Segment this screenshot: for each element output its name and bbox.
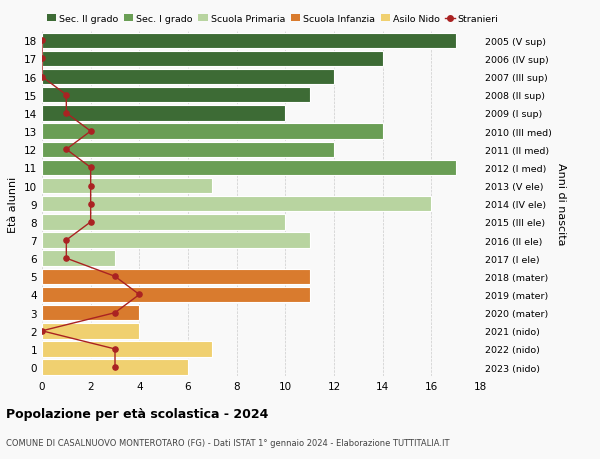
Point xyxy=(37,74,47,81)
Point xyxy=(86,164,95,172)
Point xyxy=(86,128,95,135)
Bar xyxy=(42,324,139,339)
Point xyxy=(37,327,47,335)
Bar xyxy=(42,34,455,49)
Bar xyxy=(42,51,383,67)
Bar xyxy=(42,305,139,321)
Bar xyxy=(42,106,286,121)
Bar xyxy=(42,341,212,357)
Point xyxy=(62,146,71,154)
Bar xyxy=(42,179,212,194)
Legend: Sec. II grado, Sec. I grado, Scuola Primaria, Scuola Infanzia, Asilo Nido, Stran: Sec. II grado, Sec. I grado, Scuola Prim… xyxy=(47,15,499,24)
Bar xyxy=(42,88,310,103)
Bar xyxy=(42,215,286,230)
Point xyxy=(110,364,120,371)
Point xyxy=(110,309,120,317)
Point xyxy=(110,273,120,280)
Point xyxy=(62,255,71,262)
Point xyxy=(134,291,144,298)
Bar xyxy=(42,287,310,302)
Point xyxy=(62,92,71,99)
Point xyxy=(110,346,120,353)
Bar xyxy=(42,160,455,176)
Point xyxy=(62,237,71,244)
Y-axis label: Anni di nascita: Anni di nascita xyxy=(556,163,566,246)
Bar xyxy=(42,359,188,375)
Point xyxy=(37,56,47,63)
Y-axis label: Età alunni: Età alunni xyxy=(8,176,19,232)
Text: Popolazione per età scolastica - 2024: Popolazione per età scolastica - 2024 xyxy=(6,407,268,420)
Text: COMUNE DI CASALNUOVO MONTEROTARO (FG) - Dati ISTAT 1° gennaio 2024 - Elaborazion: COMUNE DI CASALNUOVO MONTEROTARO (FG) - … xyxy=(6,438,449,448)
Bar xyxy=(42,251,115,266)
Bar xyxy=(42,233,310,248)
Bar xyxy=(42,269,310,285)
Bar xyxy=(42,70,334,85)
Point xyxy=(86,201,95,208)
Bar xyxy=(42,196,431,212)
Bar xyxy=(42,124,383,140)
Point xyxy=(86,218,95,226)
Point xyxy=(86,183,95,190)
Bar xyxy=(42,142,334,157)
Point xyxy=(37,38,47,45)
Point xyxy=(62,110,71,118)
